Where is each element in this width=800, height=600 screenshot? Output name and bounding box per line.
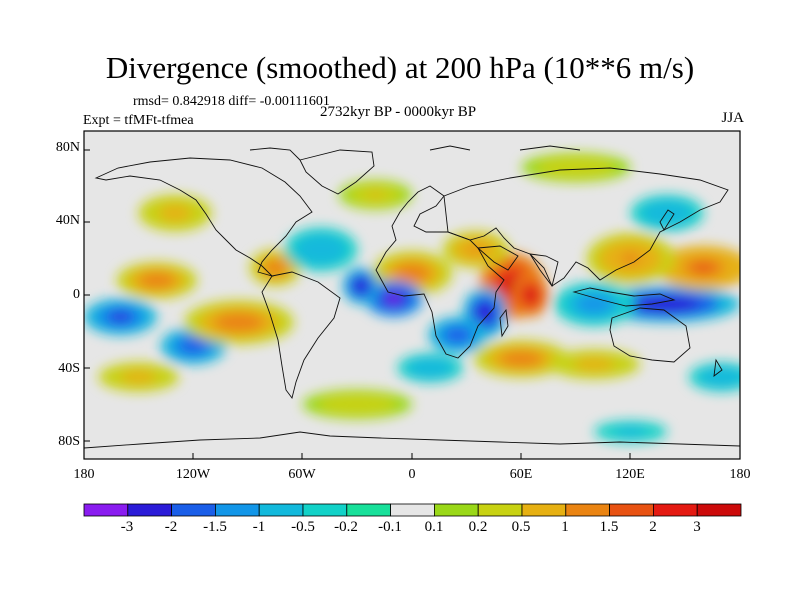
colorbar-label: -3 (120, 519, 134, 535)
colorbar-swatch (127, 503, 173, 517)
divergence-feature (226, 317, 251, 328)
lat-tick-40s: 40S (58, 361, 80, 376)
colorbar-swatch (346, 503, 391, 517)
arctic-islands-coast (249, 145, 581, 161)
colorbar-label: 1 (561, 519, 569, 535)
japan-coast (659, 209, 675, 231)
lat-tick-80s: 80S (58, 434, 80, 449)
colorbar-swatch (565, 503, 610, 517)
lat-tick-40n: 40N (55, 213, 80, 228)
divergence-feature (480, 307, 490, 319)
divergence-feature (112, 312, 129, 321)
colorbar-swatch (433, 503, 479, 517)
lon-tick-60e: 60E (509, 467, 533, 482)
colorbar-label: 0.2 (468, 519, 488, 535)
south-america-coast (261, 271, 341, 400)
divergence-feature (345, 401, 370, 408)
colorbar-swatch (214, 503, 260, 517)
australia-coast (609, 307, 691, 363)
divergence-feature (510, 354, 532, 363)
plot-title: Divergence (smoothed) at 200 hPa (10**6 … (105, 50, 695, 85)
map-area (84, 131, 740, 459)
divergence-feature (356, 281, 365, 290)
greenland-coast (299, 149, 375, 195)
colorbar-label: 3 (693, 519, 701, 535)
colorbar-label: -0.1 (378, 519, 402, 535)
colorbar-swatch (477, 503, 523, 517)
lon-tick-0: 0 (408, 467, 416, 482)
colorbar-swatch (302, 503, 348, 517)
colorbar-swatch (696, 503, 742, 517)
period-label: 2732kyr BP - 0000kyr BP (320, 104, 477, 120)
colorbar-label: -0.5 (291, 519, 315, 535)
lon-tick-60w: 60W (288, 467, 316, 482)
antarctica-coast (84, 431, 740, 449)
divergence-feature (659, 208, 676, 218)
divergence-feature (367, 191, 384, 198)
madagascar-coast (499, 308, 509, 338)
divergence-field (84, 152, 740, 443)
colorbar-label: -0.2 (334, 519, 358, 535)
divergence-feature (423, 364, 438, 372)
divergence-feature (585, 299, 604, 309)
divergence-feature (148, 276, 166, 285)
divergence-feature (451, 331, 464, 340)
divergence-feature (622, 429, 639, 435)
colorbar-swatch (609, 503, 654, 517)
divergence-feature (584, 361, 605, 368)
divergence-feature (167, 208, 184, 218)
divergence-feature (403, 268, 421, 278)
colorbar-swatch (390, 503, 435, 517)
divergence-feature (526, 290, 535, 300)
axis-ticks (84, 149, 631, 459)
divergence-feature (186, 342, 201, 351)
colorbar-swatch (653, 503, 698, 517)
new-zealand-coast (713, 358, 723, 377)
india-coast (529, 253, 559, 288)
arabia-coast (476, 245, 519, 271)
coastlines (84, 145, 740, 449)
divergence-feature (693, 262, 714, 273)
divergence-feature (387, 294, 401, 303)
colorbar-label: 2 (649, 519, 657, 535)
lon-tick-120w: 120W (175, 467, 211, 482)
colorbar-label: 1.5 (599, 519, 619, 535)
colorbar-swatch (521, 503, 567, 517)
colorbar-swatch (83, 503, 129, 517)
europe-africa-coast (375, 185, 505, 359)
divergence-feature (714, 373, 729, 381)
lon-tick-120e: 120E (615, 467, 645, 482)
colorbar-label: -1.5 (203, 519, 227, 535)
colorbar-label: -1 (252, 519, 266, 535)
colorbar (83, 503, 742, 517)
lat-tick-0: 0 (73, 287, 80, 302)
experiment-label: Expt = tfMFt-tfmea (83, 113, 194, 128)
rmsd-diff-stats: rmsd= 0.842918 diff= -0.00111601 (133, 94, 330, 109)
asia-coast (443, 167, 729, 287)
lon-tick-180w: 180 (73, 467, 95, 482)
divergence-feature (129, 373, 148, 381)
season-label: JJA (721, 110, 744, 126)
indonesia-coast (572, 287, 676, 307)
north-america-coast (94, 157, 313, 277)
colorbar-label: -2 (164, 519, 178, 535)
colorbar-swatch (171, 503, 216, 517)
lat-tick-80n: 80N (55, 140, 80, 155)
divergence-feature (312, 244, 329, 255)
divergence-feature (269, 263, 281, 272)
lon-tick-180e: 180 (729, 467, 751, 482)
colorbar-swatch (258, 503, 304, 517)
divergence-feature (651, 300, 684, 309)
divergence-feature (621, 252, 641, 265)
colorbar-label: 0.5 (511, 519, 531, 535)
colorbar-label: 0.1 (424, 519, 444, 535)
